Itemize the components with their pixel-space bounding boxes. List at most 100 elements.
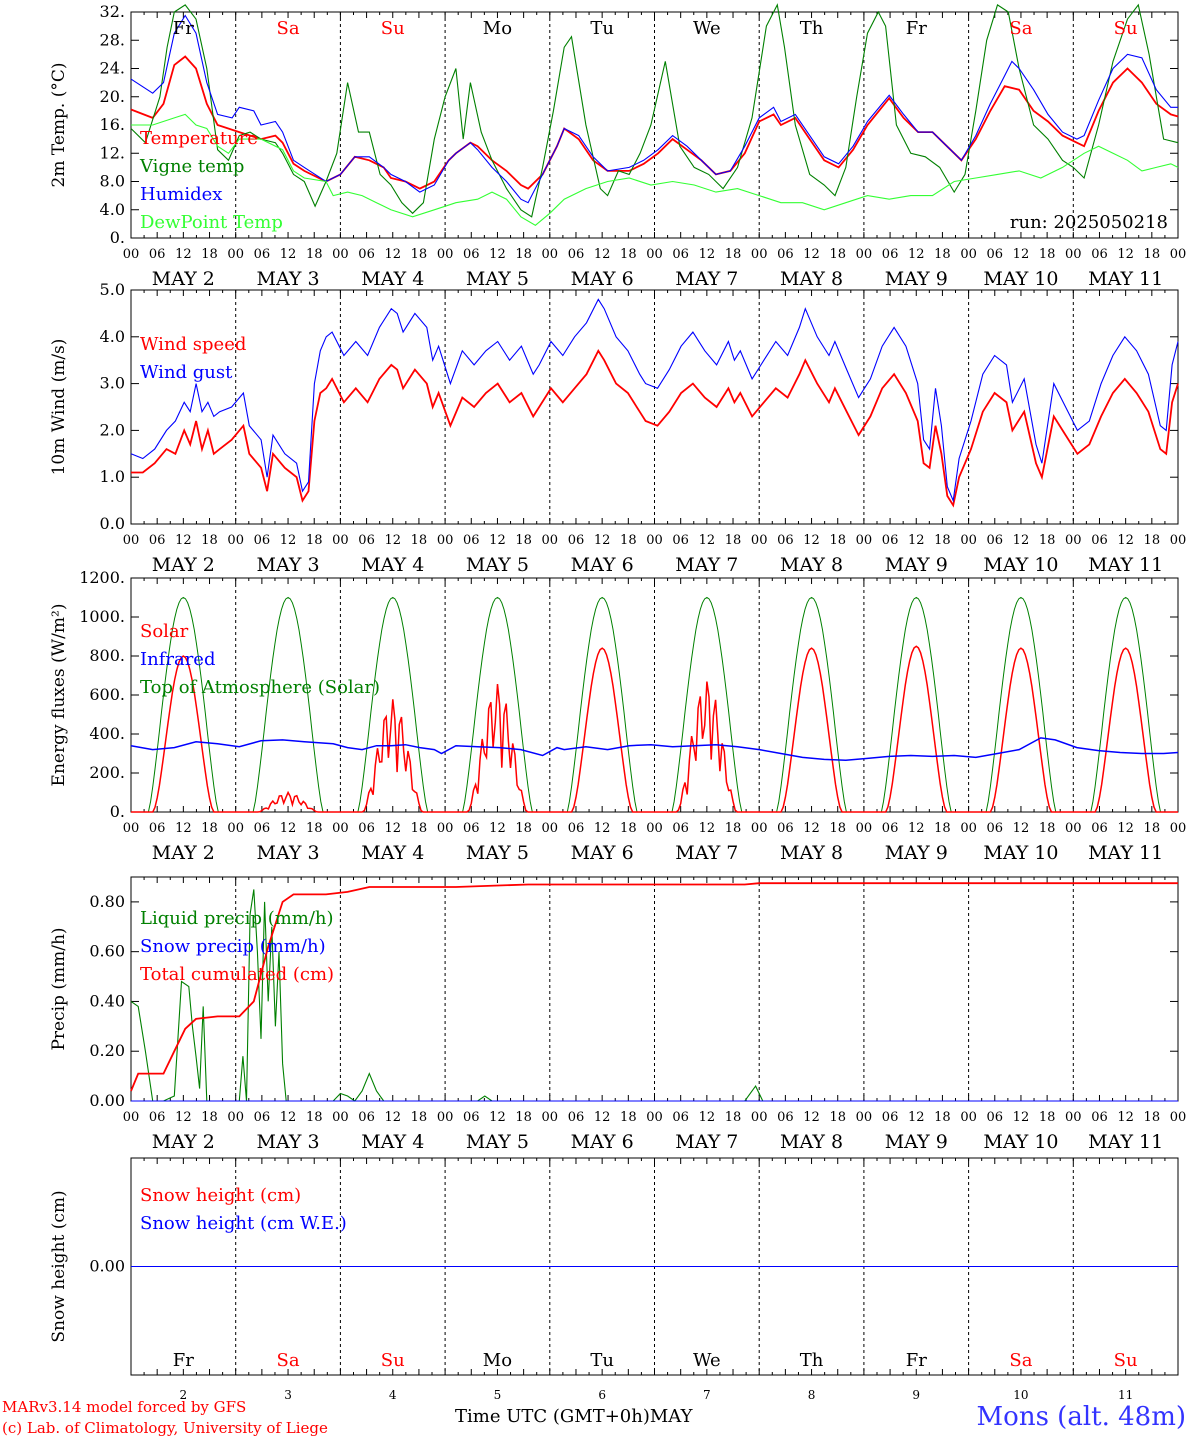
x-hour-label: 18 <box>411 821 428 836</box>
x-hour-label: 06 <box>987 247 1004 262</box>
weekday-label: We <box>693 1350 721 1371</box>
legend-entry: Top of Atmosphere (Solar) <box>140 677 380 698</box>
x-hour-label: 06 <box>358 1110 375 1125</box>
x-hour-label: 00 <box>123 533 140 548</box>
x-hour-label: 18 <box>725 1110 742 1125</box>
weekday-label: Sa <box>1009 18 1032 39</box>
x-hour-label: 00 <box>437 821 454 836</box>
y-tick-label: 32. <box>100 2 125 21</box>
y-tick-label: 3.0 <box>100 374 125 393</box>
x-date-label: MAY 10 <box>983 842 1058 864</box>
x-hour-label: 12 <box>489 247 506 262</box>
x-hour-label: 12 <box>489 821 506 836</box>
y-tick-label: 2.0 <box>100 420 125 439</box>
x-hour-label: 00 <box>123 247 140 262</box>
legend-entry: Humidex <box>140 184 222 205</box>
x-hour-label: 06 <box>149 247 166 262</box>
x-hour-label: 12 <box>280 247 297 262</box>
weekday-label: Th <box>800 1350 824 1371</box>
x-hour-label: 06 <box>358 533 375 548</box>
weekday-label: Sa <box>277 18 300 39</box>
x-hour-label: 06 <box>777 247 794 262</box>
x-hour-label: 18 <box>1039 821 1056 836</box>
y-axis-label: Energy fluxes (W/m²) <box>49 604 69 787</box>
weekday-label: Su <box>381 1350 405 1371</box>
day-number-label: 2 <box>180 1388 188 1402</box>
x-date-label: MAY 7 <box>675 1131 738 1153</box>
x-date-label: MAY 3 <box>257 268 320 290</box>
x-hour-label: 18 <box>829 533 846 548</box>
x-hour-label: 18 <box>201 247 218 262</box>
y-tick-label: 5.0 <box>100 280 125 299</box>
x-hour-label: 18 <box>306 1110 323 1125</box>
x-hour-label: 06 <box>882 821 899 836</box>
x-hour-label: 18 <box>515 533 532 548</box>
x-date-label: MAY 3 <box>257 1131 320 1153</box>
x-hour-label: 12 <box>384 821 401 836</box>
x-hour-label: 12 <box>1013 533 1030 548</box>
legend-entry: Liquid precip (mm/h) <box>140 908 334 929</box>
y-tick-label: 0.40 <box>89 991 125 1010</box>
x-hour-label: 12 <box>175 1110 192 1125</box>
y-tick-label: 0. <box>110 228 125 247</box>
x-hour-label: 12 <box>594 1110 611 1125</box>
x-hour-label: 00 <box>1065 533 1082 548</box>
x-hour-label: 12 <box>803 247 820 262</box>
x-hour-label: 18 <box>1039 247 1056 262</box>
x-hour-label: 12 <box>1117 247 1134 262</box>
series-line-solar <box>131 645 1178 813</box>
x-hour-label: 00 <box>332 247 349 262</box>
x-hour-label: 18 <box>620 1110 637 1125</box>
x-hour-label: 00 <box>542 1110 559 1125</box>
x-hour-label: 00 <box>1065 1110 1082 1125</box>
x-date-label: MAY 2 <box>152 1131 215 1153</box>
x-hour-label: 00 <box>1170 821 1187 836</box>
y-tick-label: 12. <box>100 143 125 162</box>
weekday-label: Su <box>1114 18 1138 39</box>
x-date-label: MAY 2 <box>152 268 215 290</box>
x-date-label: MAY 7 <box>675 268 738 290</box>
weekday-label: Fr <box>906 1350 927 1371</box>
x-hour-label: 06 <box>777 1110 794 1125</box>
x-date-label: MAY 4 <box>361 842 424 864</box>
legend-entry: Snow height (cm) <box>140 1185 301 1206</box>
x-hour-label: 00 <box>751 533 768 548</box>
x-hour-label: 00 <box>646 821 663 836</box>
x-hour-label: 06 <box>987 533 1004 548</box>
weekday-label: Tu <box>590 18 614 39</box>
x-hour-label: 18 <box>829 247 846 262</box>
x-hour-label: 00 <box>751 821 768 836</box>
y-tick-label: 0.20 <box>89 1041 125 1060</box>
x-hour-label: 06 <box>568 821 585 836</box>
x-hour-label: 12 <box>803 821 820 836</box>
x-hour-label: 06 <box>882 533 899 548</box>
x-hour-label: 00 <box>227 247 244 262</box>
x-hour-label: 18 <box>1039 533 1056 548</box>
x-hour-label: 12 <box>1117 533 1134 548</box>
x-date-label: MAY 4 <box>361 554 424 576</box>
x-hour-label: 12 <box>175 821 192 836</box>
x-hour-label: 06 <box>672 821 689 836</box>
x-hour-label: 18 <box>620 247 637 262</box>
x-hour-label: 12 <box>908 533 925 548</box>
x-hour-label: 18 <box>725 821 742 836</box>
y-tick-label: 4.0 <box>100 327 125 346</box>
station-name: Mons (alt. 48m) <box>976 1402 1186 1432</box>
legend-entry: Vigne temp <box>139 156 244 177</box>
x-hour-label: 06 <box>568 247 585 262</box>
x-date-label: MAY 8 <box>780 1131 843 1153</box>
x-hour-label: 00 <box>751 1110 768 1125</box>
series-line-humidex <box>130 14 1178 204</box>
x-hour-label: 18 <box>620 533 637 548</box>
weekday-label: We <box>693 18 721 39</box>
y-tick-label: 0.80 <box>89 892 125 911</box>
y-tick-label: 400. <box>89 724 125 743</box>
x-hour-label: 00 <box>960 821 977 836</box>
x-date-label: MAY 9 <box>885 842 948 864</box>
x-hour-label: 06 <box>672 247 689 262</box>
series-line-temperature <box>130 55 1179 190</box>
x-axis-title-text: Time UTC (GMT+0h) <box>455 1406 650 1427</box>
x-hour-label: 12 <box>1013 1110 1030 1125</box>
x-date-label: MAY 3 <box>257 554 320 576</box>
x-hour-label: 00 <box>332 1110 349 1125</box>
